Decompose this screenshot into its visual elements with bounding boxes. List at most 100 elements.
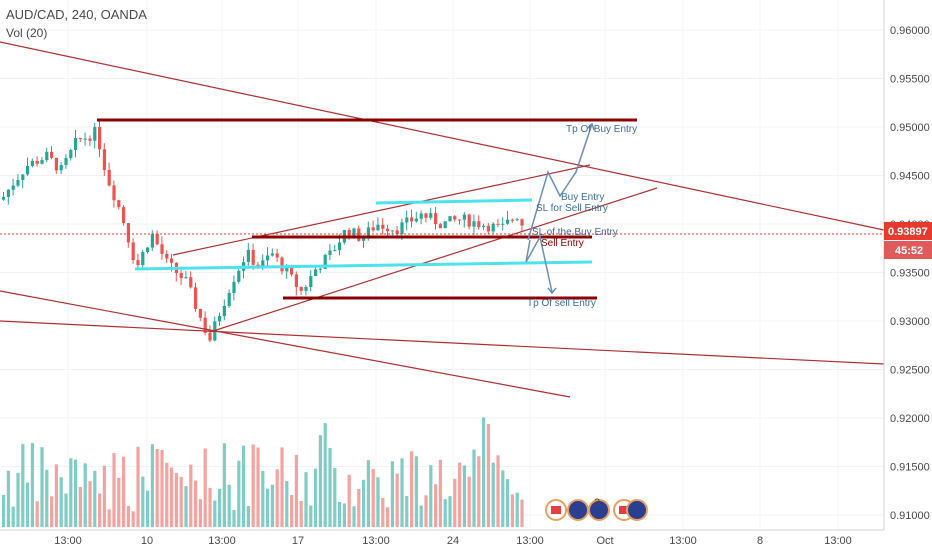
volume-bar xyxy=(251,444,255,527)
volume-bar xyxy=(405,495,409,527)
candle-body xyxy=(126,223,130,243)
flag-au-icon-2[interactable] xyxy=(588,499,610,521)
volume-bar xyxy=(482,417,486,527)
volume-bar xyxy=(323,423,327,527)
candle-body xyxy=(40,160,44,164)
volume-bar xyxy=(270,484,274,527)
volume-bar xyxy=(155,449,159,527)
candle-body xyxy=(136,260,140,266)
price-tick-label: 0.91000 xyxy=(890,510,930,522)
volume-bar xyxy=(299,501,303,527)
candle-body xyxy=(16,180,20,186)
candle-body xyxy=(232,281,236,294)
volume-bar xyxy=(45,469,49,527)
volume-bar xyxy=(462,465,466,527)
candle-body xyxy=(59,164,63,171)
price-tick-label: 0.96000 xyxy=(890,25,930,37)
candle-body xyxy=(74,138,78,150)
volume-bar xyxy=(347,474,351,527)
candle-body xyxy=(467,214,471,227)
countdown-label: 45:52 xyxy=(884,241,932,259)
volume-bar xyxy=(438,459,442,527)
volume-bar xyxy=(35,501,39,527)
volume-bar xyxy=(496,455,500,527)
flag-au-icon[interactable] xyxy=(567,499,589,521)
candle-body xyxy=(64,158,68,165)
candle-body xyxy=(50,151,54,158)
price-tick-label: 0.92500 xyxy=(890,365,930,377)
volume-bar xyxy=(371,468,375,527)
candle-body xyxy=(266,255,270,261)
buy-arrowhead xyxy=(587,122,595,131)
cyan-support-level xyxy=(134,260,593,271)
candle-body xyxy=(333,250,337,252)
candle-body xyxy=(141,251,145,266)
countdown-value: 45:52 xyxy=(895,245,923,257)
volume-bar xyxy=(390,461,394,527)
candle-body xyxy=(198,308,202,318)
annotation-sl-sell: SL for Sell Entry xyxy=(536,203,608,214)
candle-body xyxy=(30,160,34,166)
volume-bar xyxy=(50,496,54,527)
candle-body xyxy=(261,260,265,268)
time-tick-label: 24 xyxy=(447,535,459,547)
volume-bar xyxy=(179,476,183,527)
volume-bar xyxy=(227,484,231,527)
volume-bar xyxy=(59,477,63,527)
drawings xyxy=(0,41,885,398)
volume-bar xyxy=(165,462,169,527)
volume-bar xyxy=(342,503,346,527)
volume-bar xyxy=(189,464,193,527)
volume-bar xyxy=(386,507,390,527)
candle-body xyxy=(501,223,505,225)
volume-bar xyxy=(280,447,284,527)
volume-indicator-label[interactable]: Vol (20) xyxy=(6,26,48,40)
volume-bar xyxy=(170,467,174,527)
candle-body xyxy=(520,219,524,226)
event-badges[interactable]: 3 xyxy=(545,497,648,521)
volume-bar xyxy=(458,462,462,527)
candle-body xyxy=(184,277,188,279)
volume-bar xyxy=(30,443,34,527)
time-axis[interactable]: 13:00 10 13:00 17 13:00 24 13:00 Oct 13:00 8 13:00 xyxy=(54,535,852,547)
candle-body xyxy=(362,237,366,241)
volume-bar xyxy=(256,447,260,527)
volume-bar xyxy=(150,444,154,527)
candle-body xyxy=(477,221,481,228)
candle-body xyxy=(328,250,332,255)
candle-body xyxy=(112,185,116,201)
candle-body xyxy=(275,253,279,258)
volume-bar xyxy=(107,509,111,527)
annotation-tp-sell: Tp Of sell Entry xyxy=(527,298,596,309)
volume-bar xyxy=(194,480,198,527)
trendline-descending-bottom xyxy=(0,290,571,398)
flag-au-icon-3[interactable] xyxy=(626,499,648,521)
candle-body xyxy=(98,127,102,150)
candle-body xyxy=(299,286,303,291)
volume-bar xyxy=(160,449,164,527)
current-price-value: 0.93897 xyxy=(888,226,928,238)
candle-body xyxy=(414,218,418,222)
candle-body xyxy=(170,258,174,263)
time-tick-label: 13:00 xyxy=(824,535,852,547)
candle-body xyxy=(150,234,154,248)
candle-body xyxy=(400,222,404,234)
candle-body xyxy=(366,227,370,238)
volume-bar xyxy=(2,494,6,527)
candle-body xyxy=(434,213,438,225)
candle-body xyxy=(227,293,231,306)
candle-body xyxy=(338,242,342,251)
event-badge-count: 3 xyxy=(594,497,600,509)
price-axis[interactable]: 0.960000.955000.950000.945000.940000.935… xyxy=(890,25,930,522)
volume-bar xyxy=(93,470,97,527)
candle-body xyxy=(280,257,284,272)
volume-bar xyxy=(78,486,82,527)
price-tick-label: 0.91500 xyxy=(890,462,930,474)
candle-body xyxy=(443,221,447,229)
volume-bar xyxy=(333,467,337,527)
candle-body xyxy=(381,224,385,229)
volume-bar xyxy=(174,473,178,527)
candle-body xyxy=(218,316,222,322)
chart-title[interactable]: AUD/CAD, 240, OANDA xyxy=(6,7,147,22)
